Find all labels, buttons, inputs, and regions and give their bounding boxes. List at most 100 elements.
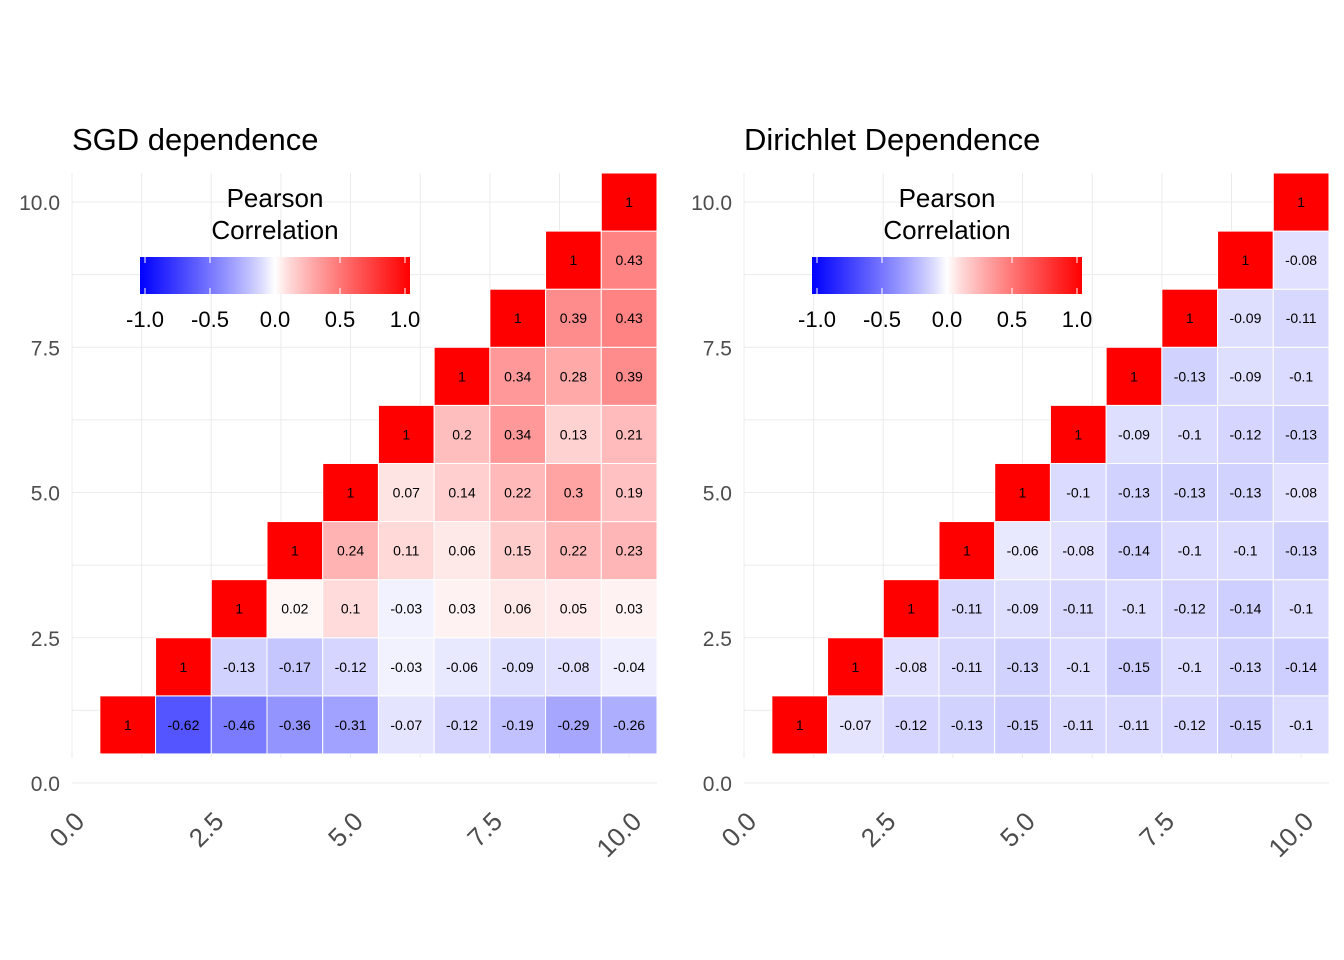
cell-label: -0.11 — [1119, 717, 1150, 733]
heatmap-cell — [545, 637, 602, 697]
heatmap-cell — [433, 462, 491, 523]
cell-label: 1 — [402, 426, 410, 442]
cell-label: -0.1 — [1122, 601, 1146, 617]
y-tick-label: 10.0 — [19, 192, 60, 215]
cell-label: 1 — [963, 543, 971, 559]
cell-label: -0.13 — [1174, 485, 1206, 501]
heatmap-cell — [600, 462, 658, 523]
cell-label: -0.36 — [279, 717, 311, 733]
heatmap-cell — [377, 462, 435, 523]
heatmap-cell — [994, 462, 1051, 523]
heatmap-cell — [1105, 346, 1163, 406]
y-tick-label: 5.0 — [31, 483, 60, 506]
heatmap-cell — [545, 521, 602, 581]
heatmap-cell — [827, 695, 884, 755]
cell-label: -0.1 — [1178, 543, 1202, 559]
heatmap-cell — [1272, 521, 1330, 581]
cell-label: -0.08 — [1285, 252, 1317, 268]
cell-label: 0.43 — [616, 252, 643, 268]
heatmap-cell — [545, 346, 602, 406]
heatmap-cell — [210, 637, 268, 697]
heatmap-cell — [1049, 695, 1107, 755]
x-tick-label: 10.0 — [1262, 806, 1319, 863]
y-tick-label: 0.0 — [703, 773, 732, 796]
x-tick-label: 2.5 — [855, 806, 902, 853]
legend-tick-label: -1.0 — [798, 307, 836, 332]
cell-label: 1 — [1297, 194, 1305, 210]
cell-label: 0.07 — [393, 485, 420, 501]
cell-label: -0.1 — [1289, 717, 1313, 733]
cell-label: -0.09 — [1229, 368, 1261, 384]
chart-panel-2: Dirichlet Dependence 1 -0.07 -0.12 -0.13 -0.1… — [691, 122, 1330, 863]
heatmap-cell — [210, 695, 268, 755]
cell-label: 1 — [1186, 310, 1194, 326]
heatmap-cell — [155, 637, 212, 697]
cell-label: 0.22 — [560, 543, 587, 559]
x-tick-label: 5.0 — [994, 806, 1041, 853]
chart-title: Dirichlet Dependence — [744, 122, 1040, 157]
cell-label: -0.08 — [1285, 485, 1317, 501]
heatmap-cell — [938, 695, 996, 755]
cell-label: -0.29 — [557, 717, 589, 733]
x-tick-label: 2.5 — [183, 806, 230, 853]
x-tick-label: 0.0 — [43, 806, 90, 853]
heatmap-cell — [1161, 695, 1219, 755]
heatmap-cell — [1217, 230, 1274, 290]
heatmap-cell — [1217, 637, 1274, 697]
heatmap-cell — [882, 637, 940, 697]
cell-label: 1 — [124, 717, 132, 733]
legend-colorbar — [812, 257, 1082, 294]
heatmap-cell — [1049, 462, 1107, 523]
cell-label: -0.07 — [390, 717, 422, 733]
cell-label: -0.09 — [1229, 310, 1261, 326]
cell-label: -0.11 — [951, 601, 982, 617]
cell-label: -0.62 — [167, 717, 199, 733]
heatmap-cell — [433, 521, 491, 581]
heatmap-cell — [1161, 462, 1219, 523]
y-tick-label: 2.5 — [31, 628, 60, 651]
cell-label: -0.03 — [390, 659, 422, 675]
cell-label: -0.1 — [1066, 485, 1090, 501]
heatmap-cell — [600, 521, 658, 581]
heatmap-cell — [433, 637, 491, 697]
cell-label: -0.19 — [502, 717, 534, 733]
heatmap-cell — [938, 521, 996, 581]
cell-label: -0.08 — [1062, 543, 1094, 559]
cell-label: 0.19 — [616, 485, 643, 501]
heatmap-cell — [1161, 346, 1219, 406]
heatmap-cell — [545, 462, 602, 523]
cell-label: 0.14 — [448, 485, 475, 501]
heatmap-cell — [1217, 288, 1274, 348]
legend-colorbar — [140, 257, 410, 294]
cell-label: 0.1 — [341, 601, 361, 617]
heatmap-cell — [1049, 579, 1107, 639]
cell-label: 0.22 — [504, 485, 531, 501]
heatmap-cell — [545, 579, 602, 639]
cell-label: -0.12 — [895, 717, 927, 733]
heatmap-cell — [1217, 579, 1274, 639]
cell-label: 0.13 — [560, 426, 587, 442]
heatmap-cell — [322, 462, 379, 523]
x-tick-label: 7.5 — [461, 806, 508, 853]
cell-label: -0.15 — [1118, 659, 1150, 675]
heatmap-cell — [827, 637, 884, 697]
cell-label: -0.1 — [1178, 659, 1202, 675]
heatmap-cells: 1 -0.62 -0.46 -0.36 -0.31 -0.07 -0.12 -0.19 -0.2… — [99, 172, 658, 755]
cell-label: -0.13 — [1285, 426, 1317, 442]
cell-label: -0.17 — [279, 659, 311, 675]
heatmap-cell — [1217, 521, 1274, 581]
heatmap-cell — [600, 404, 658, 464]
heatmap-cell — [1272, 288, 1330, 348]
cell-label: -0.1 — [1289, 368, 1313, 384]
heatmap-cells: 1 -0.07 -0.12 -0.13 -0.15 -0.11 -0.11 -0.12 -0.1… — [771, 172, 1330, 755]
cell-label: -0.14 — [1285, 659, 1317, 675]
cell-label: -0.14 — [1229, 601, 1261, 617]
legend-tick-label: -1.0 — [126, 307, 164, 332]
cell-label: 0.39 — [560, 310, 587, 326]
cell-label: 1 — [1130, 368, 1138, 384]
heatmap-cell — [489, 637, 547, 697]
cell-label: -0.12 — [1229, 426, 1261, 442]
cell-label: 1 — [347, 485, 355, 501]
heatmap-cell — [600, 346, 658, 406]
